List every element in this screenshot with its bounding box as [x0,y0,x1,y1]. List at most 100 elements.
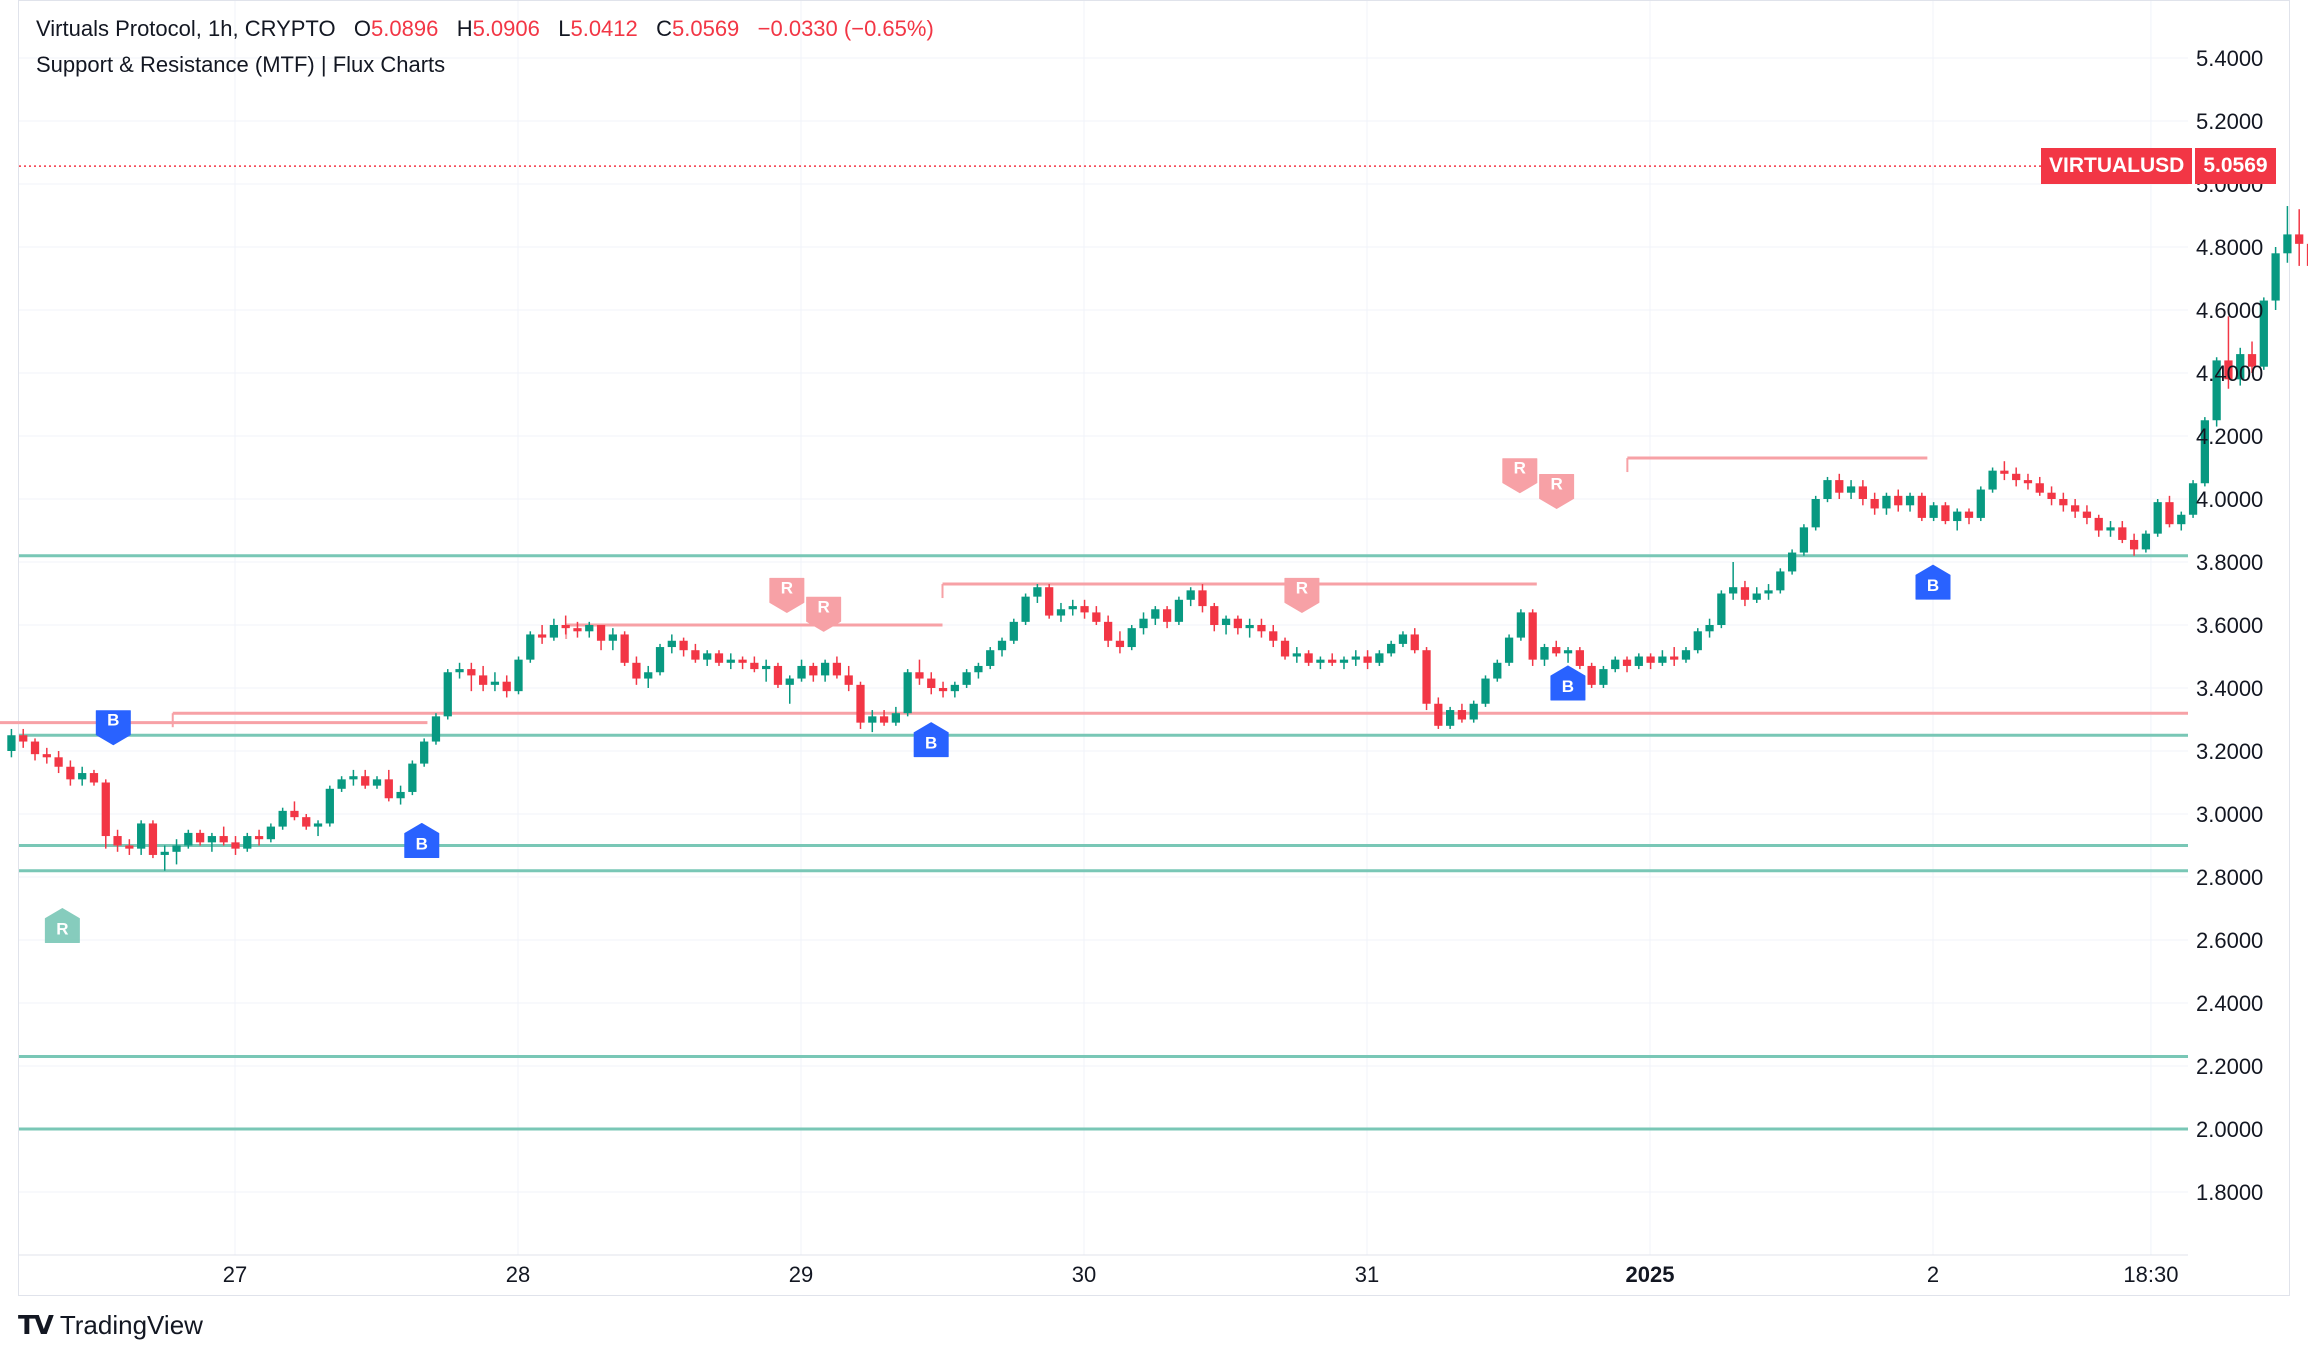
candle-body [1516,612,1526,638]
marker-label: R [56,920,68,939]
candle-body [1905,495,1915,506]
candle-body [1599,669,1608,685]
marker-shape [913,722,949,758]
y-tick-label: 3.2000 [2196,739,2263,764]
candle-body [1328,659,1337,663]
candle-body [231,842,240,849]
candle-body [420,741,429,764]
high-value: 5.0906 [472,16,540,41]
y-tick-label: 3.4000 [2196,676,2263,701]
marker-shape [404,822,440,858]
candle-body [549,625,559,638]
y-tick-label: 5.4000 [2196,46,2263,71]
candle-body [809,665,818,676]
candle-body [632,662,641,679]
candle-body [1953,511,1962,522]
candle-body [490,681,500,685]
candle-body [962,672,971,685]
break-marker: B [913,722,949,758]
candle-body [1198,590,1207,607]
candle-body [372,779,382,786]
candle-body [1446,710,1455,726]
candle-body [903,672,912,714]
candle-body [325,788,334,824]
candle-body [278,810,287,827]
break-marker: B [95,710,131,746]
y-tick-label: 5.2000 [2196,109,2263,134]
candle-body [207,836,217,843]
tradingview-logo-icon[interactable]: TV [18,1310,54,1341]
indicator-title[interactable]: Support & Resistance (MTF) | Flux Charts [36,52,446,77]
brand-name[interactable]: TradingView [59,1310,203,1340]
candle-body [1410,634,1419,651]
candle-body [479,675,488,685]
retest-marker: R [1539,473,1575,509]
marker-label: B [1927,576,1939,595]
candle-body [1104,621,1113,641]
candle-body [1752,593,1761,600]
candle-body [125,845,134,849]
candle-body [1186,590,1195,600]
candle-body [997,640,1007,651]
y-tick-label: 4.0000 [2196,487,2263,512]
candle-body [879,716,889,723]
x-tick-label: 27 [223,1262,247,1287]
retest-marker: R [1502,458,1538,494]
candle-body [2247,354,2257,367]
candle-body [596,625,606,641]
candle-body [1858,486,1867,499]
y-tick-label: 3.0000 [2196,802,2263,827]
candle-body [266,826,275,840]
marker-label: B [107,711,119,730]
candle-body [1988,470,1997,490]
candle-body [986,650,995,666]
candle-body [361,776,370,786]
candle-body [2118,527,2127,540]
candle-body [1670,656,1679,660]
candle-body [78,773,87,780]
candle-body [1434,703,1443,726]
candle-body [514,659,523,692]
price-tag-symbol: VIRTUALUSD [2041,148,2193,185]
candle-body [1045,587,1054,616]
candle-body [644,672,653,679]
candle-body [1174,599,1184,622]
candle-body [1964,511,1974,518]
candle-body [1646,656,1655,663]
candle-body [1233,618,1242,629]
candle-body [868,716,877,723]
chart-frame [18,0,2290,1296]
candle-body [1422,650,1431,704]
x-tick-label: 2 [1927,1262,1939,1287]
marker-shape [1915,564,1951,600]
candle-body [113,836,122,846]
candle-body [2047,492,2056,499]
y-tick-label: 4.2000 [2196,424,2263,449]
symbol-title[interactable]: Virtuals Protocol, 1h, CRYPTO [36,16,336,41]
candle-body [1139,618,1148,629]
marker-label: B [1562,677,1574,696]
candle-body [1740,587,1750,600]
candle-body [1622,659,1632,666]
candle-body [313,823,323,827]
candle-body [762,665,771,670]
candle-body [337,779,346,789]
candle-body [526,634,535,660]
y-tick-label: 2.4000 [2196,991,2263,1016]
candle-body [2071,505,2080,512]
price-tag-value: 5.0569 [2195,148,2276,185]
candle-body [1799,527,1809,553]
candle-body [1882,495,1891,509]
candle-body [2177,514,2186,525]
retest-marker: R [1284,577,1320,613]
candle-body [1115,640,1125,648]
candle-body [2271,253,2280,301]
candle-body [290,810,299,818]
candle-body [1363,656,1372,663]
x-tick-label: 29 [789,1262,813,1287]
candle-body [1068,606,1077,610]
candle-body [1257,625,1266,632]
candle-body [738,659,747,663]
candle-body [2283,234,2292,254]
